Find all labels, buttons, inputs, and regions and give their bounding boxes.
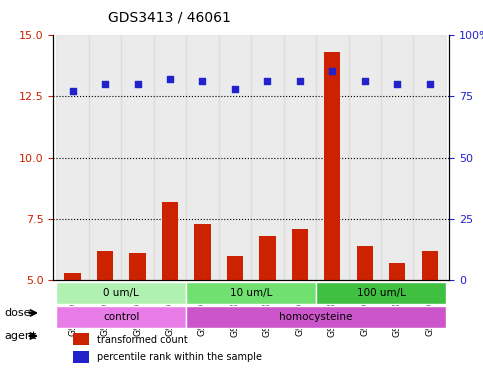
Bar	[121, 35, 154, 280]
Bar	[162, 202, 178, 280]
Bar	[316, 35, 349, 280]
Point	[328, 68, 336, 74]
Bar	[324, 52, 341, 280]
Bar	[259, 236, 275, 280]
Point	[134, 81, 142, 87]
FancyBboxPatch shape	[316, 282, 446, 304]
Text: dose: dose	[5, 308, 31, 318]
Bar	[73, 333, 89, 346]
Bar	[227, 256, 243, 280]
Text: percentile rank within the sample: percentile rank within the sample	[97, 352, 262, 362]
Bar	[389, 263, 405, 280]
FancyBboxPatch shape	[186, 282, 316, 304]
Text: 100 um/L: 100 um/L	[356, 288, 405, 298]
Bar	[356, 246, 373, 280]
Point	[393, 81, 401, 87]
FancyBboxPatch shape	[57, 306, 186, 328]
Bar	[381, 35, 413, 280]
Bar	[349, 35, 381, 280]
Point	[101, 81, 109, 87]
Point	[231, 86, 239, 92]
Bar	[97, 251, 113, 280]
Point	[426, 81, 434, 87]
Bar	[89, 35, 121, 280]
Bar	[73, 351, 89, 363]
Text: 0 um/L: 0 um/L	[103, 288, 139, 298]
Bar	[154, 35, 186, 280]
Bar	[413, 35, 446, 280]
FancyBboxPatch shape	[57, 282, 186, 304]
Bar	[292, 229, 308, 280]
Text: homocysteine: homocysteine	[279, 312, 353, 323]
Text: control: control	[103, 312, 140, 323]
Bar	[186, 35, 219, 280]
Point	[199, 78, 206, 84]
Bar	[219, 35, 251, 280]
Point	[69, 88, 76, 94]
Text: agent: agent	[5, 331, 37, 341]
Bar	[57, 35, 89, 280]
Bar	[194, 224, 211, 280]
Bar	[284, 35, 316, 280]
Point	[264, 78, 271, 84]
Text: GDS3413 / 46061: GDS3413 / 46061	[108, 11, 230, 25]
Text: transformed count: transformed count	[97, 334, 187, 344]
Point	[166, 76, 174, 82]
Bar	[251, 35, 284, 280]
Bar	[129, 253, 146, 280]
Point	[361, 78, 369, 84]
Text: 10 um/L: 10 um/L	[230, 288, 272, 298]
Bar	[422, 251, 438, 280]
Point	[296, 78, 304, 84]
FancyBboxPatch shape	[186, 306, 446, 328]
Bar	[65, 273, 81, 280]
